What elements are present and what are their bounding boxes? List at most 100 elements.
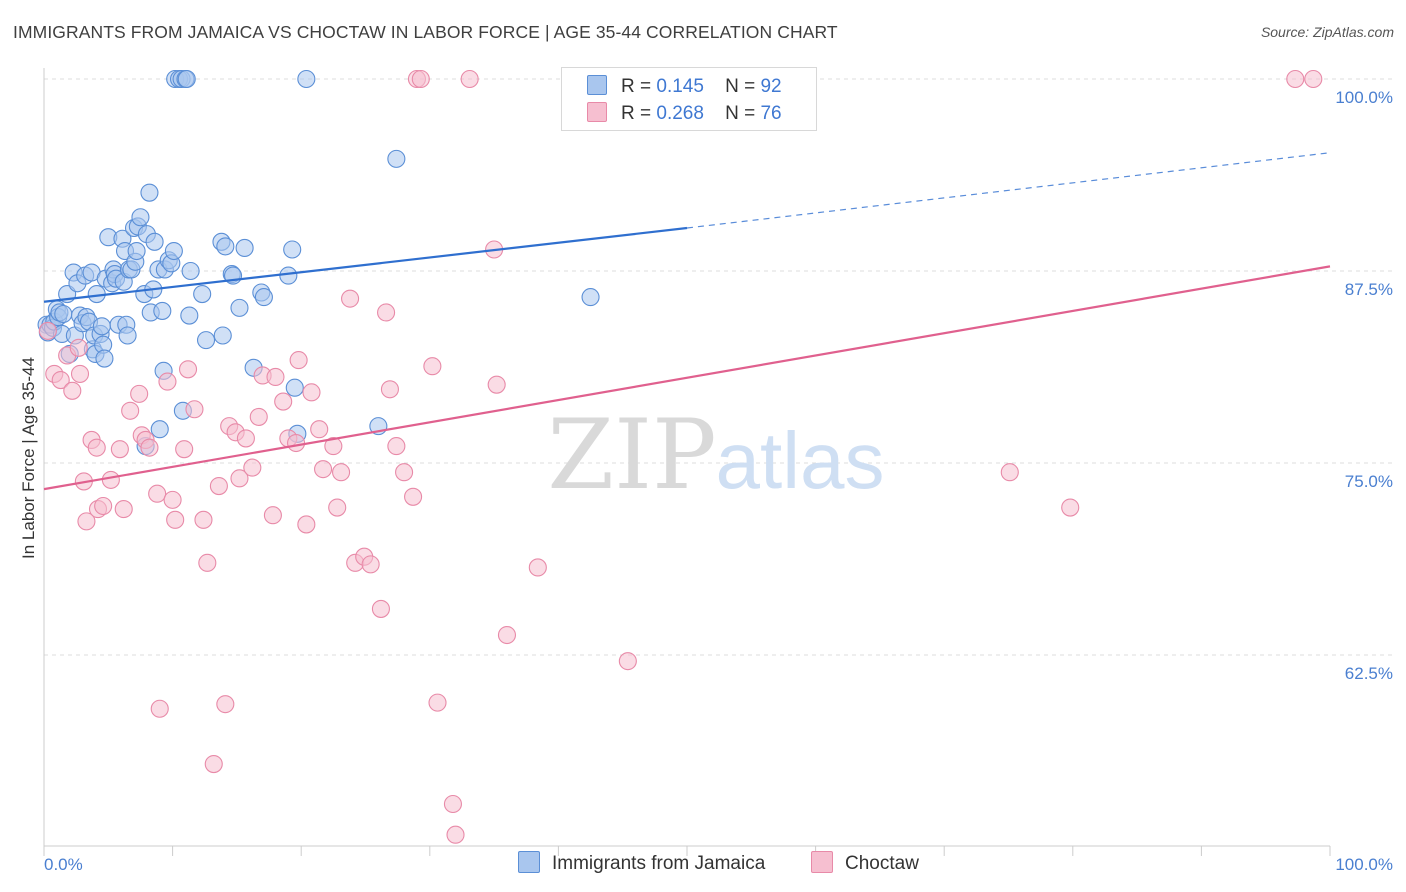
y-tick-label: 62.5% (1345, 664, 1393, 683)
choctaw-point (178, 360, 198, 379)
axes (43, 68, 1331, 856)
jamaica-point (254, 288, 273, 307)
choctaw-point (446, 825, 465, 844)
stats-legend: R = 0.145 N = 92 R = 0.268 N = 76 (561, 67, 817, 131)
choctaw-point (209, 476, 228, 496)
choctaw-point (302, 383, 321, 402)
choctaw-point (460, 69, 479, 89)
jamaica-point (279, 266, 298, 285)
choctaw-point (1286, 69, 1305, 89)
jamaica-point (297, 69, 316, 89)
choctaw-point (101, 470, 120, 489)
jamaica-point (283, 240, 302, 259)
legend-n-label: N = (725, 76, 756, 97)
choctaw-point (380, 380, 399, 399)
choctaw-point (243, 458, 262, 477)
y-tick-label: 87.5% (1345, 280, 1393, 299)
bottom-legend-choctaw: Choctaw (811, 851, 919, 877)
jamaica-point (131, 208, 150, 227)
choctaw-point (150, 699, 169, 718)
series-choctaw-points (38, 69, 1323, 844)
choctaw-point (38, 321, 57, 340)
jamaica-point (118, 326, 137, 345)
jamaica-point (177, 69, 196, 89)
legend-n-value: 76 (760, 103, 782, 124)
watermark: ZIP atlas (547, 399, 884, 511)
choctaw-point (158, 372, 177, 391)
jamaica-point (153, 301, 172, 320)
x-tick-label: 0.0% (44, 855, 83, 874)
choctaw-point (361, 555, 380, 574)
jamaica-trend-extension (686, 152, 1331, 229)
choctaw-point (110, 440, 129, 459)
choctaw-point (411, 69, 430, 89)
choctaw-point (94, 496, 113, 516)
choctaw-point (371, 599, 390, 618)
choctaw-point (287, 433, 306, 453)
choctaw-point (332, 463, 351, 482)
choctaw-point (618, 652, 637, 671)
choctaw-point (487, 375, 506, 394)
bottom-legend-jamaica: Immigrants from Jamaica (518, 851, 765, 877)
choctaw-point (310, 420, 329, 439)
choctaw-point (194, 510, 213, 529)
choctaw-point (185, 400, 204, 419)
choctaw-point (404, 487, 423, 506)
choctaw-point (314, 460, 333, 479)
choctaw-point (377, 303, 396, 322)
trend-lines (43, 152, 1331, 491)
choctaw-point (175, 440, 194, 459)
choctaw-point (77, 512, 96, 531)
jamaica-point (285, 378, 304, 397)
legend-n-value: 92 (760, 76, 782, 97)
choctaw-point (166, 510, 185, 529)
choctaw-point (69, 338, 88, 357)
bottom-legend-swatch-choctaw (811, 851, 833, 873)
jamaica-point (180, 306, 199, 325)
legend-swatch-choctaw (587, 102, 607, 122)
bottom-legend-label-choctaw: Choctaw (845, 853, 919, 874)
jamaica-point (213, 326, 232, 345)
choctaw-point (423, 357, 442, 376)
choctaw-point (1304, 69, 1323, 89)
legend-r-label: R = (621, 76, 652, 97)
choctaw-point (148, 484, 167, 503)
choctaw-point (266, 367, 285, 387)
choctaw-point (236, 429, 255, 448)
jamaica-point (95, 349, 114, 368)
choctaw-point (274, 392, 293, 411)
choctaw-point (443, 794, 462, 814)
jamaica-point (216, 237, 235, 256)
choctaw-point (263, 506, 282, 525)
y-tick-label: 75.0% (1345, 472, 1393, 491)
jamaica-point (150, 420, 169, 439)
jamaica-point (196, 331, 216, 350)
choctaw-point (395, 463, 414, 482)
jamaica-point (140, 183, 159, 202)
jamaica-point (181, 261, 200, 281)
bottom-legend-swatch-jamaica (518, 851, 540, 873)
choctaw-point (297, 515, 316, 534)
y-axis-label: In Labor Force | Age 35-44 (19, 357, 38, 559)
jamaica-point (54, 304, 73, 324)
choctaw-trend-line (43, 265, 1331, 491)
choctaw-point (497, 625, 517, 645)
jamaica-point (92, 317, 111, 336)
y-tick-labels: 100.0% 87.5% 75.0% 62.5% (1335, 88, 1393, 683)
legend-r-label: R = (621, 103, 652, 124)
choctaw-point (163, 490, 182, 509)
choctaw-point (70, 364, 90, 383)
jamaica-point (145, 232, 164, 251)
jamaica-point (235, 238, 254, 258)
choctaw-point (204, 755, 223, 774)
jamaica-point (164, 241, 183, 261)
choctaw-point (130, 384, 149, 403)
choctaw-point (114, 500, 133, 519)
choctaw-point (230, 469, 249, 488)
jamaica-point (193, 284, 212, 304)
choctaw-point (428, 693, 447, 712)
source-credit: Source: ZipAtlas.com (1260, 24, 1394, 40)
choctaw-point (51, 371, 70, 390)
jamaica-point (581, 288, 600, 307)
choctaw-point (87, 438, 106, 457)
